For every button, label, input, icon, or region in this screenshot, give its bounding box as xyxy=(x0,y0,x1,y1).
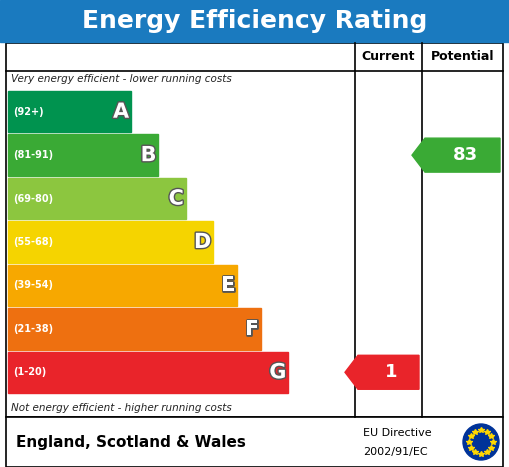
Text: Current: Current xyxy=(362,50,415,64)
Text: E: E xyxy=(221,276,235,296)
Bar xyxy=(6,43,503,417)
Circle shape xyxy=(463,424,499,460)
Bar xyxy=(6,417,503,467)
Bar xyxy=(8,91,131,133)
Bar xyxy=(8,221,213,263)
Bar xyxy=(8,352,289,393)
Text: C: C xyxy=(168,189,184,209)
Bar xyxy=(8,134,158,176)
Text: Energy Efficiency Rating: Energy Efficiency Rating xyxy=(82,9,427,33)
Text: (55-68): (55-68) xyxy=(13,237,53,247)
Text: D: D xyxy=(194,232,211,252)
Text: (92+): (92+) xyxy=(13,107,44,117)
Bar xyxy=(8,265,237,306)
Text: (1-20): (1-20) xyxy=(13,367,46,377)
Bar xyxy=(0,0,509,42)
Text: (21-38): (21-38) xyxy=(13,324,53,334)
Bar xyxy=(8,308,261,350)
Text: (69-80): (69-80) xyxy=(13,193,53,204)
Text: B: B xyxy=(140,145,156,165)
Text: 2002/91/EC: 2002/91/EC xyxy=(363,447,428,457)
Polygon shape xyxy=(412,138,500,172)
Text: EU Directive: EU Directive xyxy=(363,428,432,438)
Text: F: F xyxy=(245,319,259,339)
Text: England, Scotland & Wales: England, Scotland & Wales xyxy=(16,434,246,450)
Bar xyxy=(8,178,186,219)
Text: Not energy efficient - higher running costs: Not energy efficient - higher running co… xyxy=(11,403,232,413)
Text: 83: 83 xyxy=(453,146,478,164)
Text: (81-91): (81-91) xyxy=(13,150,53,160)
Text: Very energy efficient - lower running costs: Very energy efficient - lower running co… xyxy=(11,74,232,84)
Text: 1: 1 xyxy=(385,363,398,381)
Polygon shape xyxy=(345,355,419,389)
Text: A: A xyxy=(113,102,129,122)
Text: G: G xyxy=(269,362,287,382)
Text: (39-54): (39-54) xyxy=(13,280,53,290)
Text: Potential: Potential xyxy=(431,50,494,64)
